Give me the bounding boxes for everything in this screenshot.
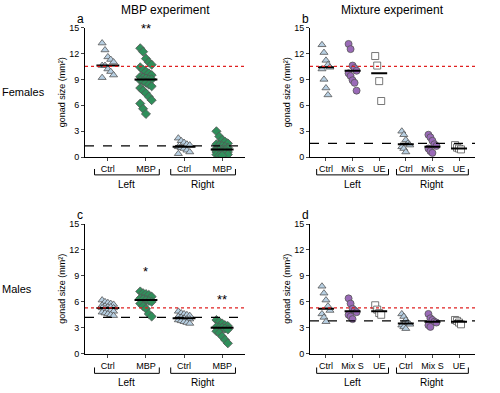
svg-text:MBP: MBP (136, 361, 156, 371)
svg-text:*: * (143, 264, 148, 279)
svg-text:Ctrl: Ctrl (101, 361, 115, 371)
svg-text:Ctrl: Ctrl (101, 164, 115, 174)
svg-text:0: 0 (74, 349, 79, 359)
svg-text:6: 6 (74, 100, 79, 110)
svg-text:0: 0 (299, 349, 304, 359)
svg-text:Females: Females (2, 86, 45, 98)
svg-text:3: 3 (299, 126, 304, 136)
svg-text:9: 9 (299, 271, 304, 281)
svg-text:12: 12 (69, 49, 79, 59)
svg-text:gonad size (mm²): gonad size (mm²) (282, 57, 292, 127)
svg-text:12: 12 (294, 245, 304, 255)
svg-text:UE: UE (373, 361, 386, 371)
svg-text:gonad size (mm²): gonad size (mm²) (282, 254, 292, 324)
svg-text:Mix S: Mix S (341, 361, 364, 371)
svg-text:gonad size (mm²): gonad size (mm²) (57, 57, 67, 127)
svg-text:0: 0 (74, 152, 79, 162)
svg-text:Mix S: Mix S (421, 164, 444, 174)
svg-text:a: a (77, 12, 84, 26)
svg-text:9: 9 (74, 75, 79, 85)
svg-text:3: 3 (299, 323, 304, 333)
svg-text:15: 15 (294, 219, 304, 229)
svg-text:9: 9 (74, 271, 79, 281)
svg-text:**: ** (217, 292, 227, 307)
svg-text:Ctrl: Ctrl (177, 361, 191, 371)
svg-text:**: ** (141, 21, 151, 36)
svg-text:MBP: MBP (136, 164, 156, 174)
svg-text:3: 3 (74, 323, 79, 333)
svg-text:MBP: MBP (212, 361, 232, 371)
svg-text:MBP experiment: MBP experiment (121, 3, 210, 17)
svg-text:Left: Left (118, 377, 135, 388)
svg-text:15: 15 (294, 23, 304, 33)
svg-text:Right: Right (191, 179, 215, 190)
svg-text:Ctrl: Ctrl (177, 164, 191, 174)
svg-text:Left: Left (118, 179, 135, 190)
svg-text:Mix S: Mix S (341, 164, 364, 174)
svg-text:Mixture experiment: Mixture experiment (341, 3, 444, 17)
svg-text:Ctrl: Ctrl (319, 361, 333, 371)
svg-text:UE: UE (373, 164, 386, 174)
svg-text:6: 6 (299, 297, 304, 307)
svg-text:c: c (77, 208, 83, 222)
svg-text:15: 15 (69, 23, 79, 33)
svg-text:gonad size (mm²): gonad size (mm²) (57, 254, 67, 324)
svg-text:15: 15 (69, 219, 79, 229)
svg-text:d: d (302, 208, 309, 222)
svg-text:12: 12 (69, 245, 79, 255)
svg-text:Left: Left (344, 377, 361, 388)
svg-text:Right: Right (191, 377, 215, 388)
svg-text:9: 9 (299, 75, 304, 85)
svg-text:b: b (302, 12, 309, 26)
svg-text:UE: UE (453, 361, 466, 371)
svg-text:Ctrl: Ctrl (399, 361, 413, 371)
svg-text:Left: Left (344, 179, 361, 190)
svg-text:Right: Right (420, 179, 444, 190)
svg-text:3: 3 (74, 126, 79, 136)
svg-text:6: 6 (299, 100, 304, 110)
svg-text:Mix S: Mix S (421, 361, 444, 371)
svg-text:Right: Right (420, 377, 444, 388)
svg-text:Ctrl: Ctrl (319, 164, 333, 174)
svg-text:0: 0 (299, 152, 304, 162)
svg-text:UE: UE (453, 164, 466, 174)
svg-text:Ctrl: Ctrl (399, 164, 413, 174)
svg-text:MBP: MBP (212, 164, 232, 174)
svg-text:6: 6 (74, 297, 79, 307)
svg-text:12: 12 (294, 49, 304, 59)
svg-text:Males: Males (2, 283, 32, 295)
